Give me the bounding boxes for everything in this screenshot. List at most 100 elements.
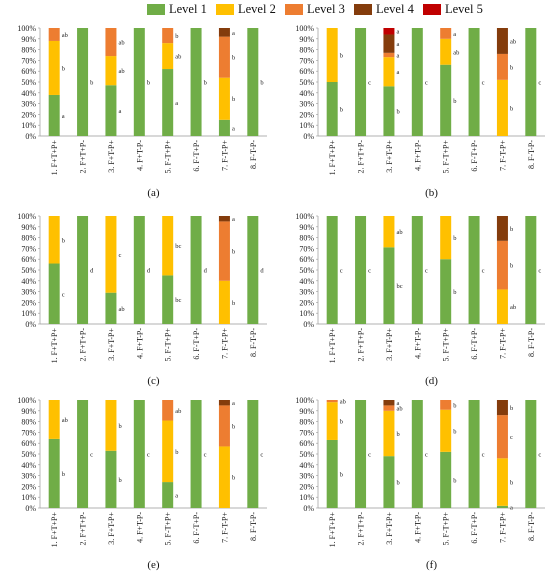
significance-letter: a (396, 69, 399, 76)
y-tick-label: 40% (21, 89, 36, 98)
bar-segment-level-1 (440, 64, 452, 136)
x-tick-label: 6. F-T+P- (192, 140, 201, 172)
x-tick-label: 6. F-T+P- (192, 328, 201, 360)
legend-swatch-level-3 (285, 4, 303, 15)
x-tick-label: 7. F-T-P+ (498, 328, 507, 359)
bar-segment-level-1 (77, 216, 89, 324)
y-tick-label: 80% (299, 418, 314, 427)
bar-segment-level-2 (218, 446, 230, 508)
significance-letter: a (62, 113, 65, 120)
significance-letter: b (510, 64, 513, 71)
y-tick-label: 50% (21, 450, 36, 459)
bar-segment-level-1 (162, 69, 174, 136)
y-tick-label: 80% (299, 46, 314, 55)
x-tick-label: 5. F-T+P+ (164, 328, 173, 362)
significance-letter: b (260, 80, 263, 87)
significance-letter: ab (62, 32, 68, 39)
x-tick-label: 5. F-T+P+ (164, 512, 173, 546)
significance-letter: b (510, 480, 513, 487)
significance-letter: a (232, 125, 235, 132)
x-tick-label: 2. F+T+P- (357, 512, 366, 546)
bar-segment-level-3 (440, 400, 452, 410)
bar-segment-level-1 (190, 216, 202, 324)
y-tick-label: 20% (299, 110, 314, 119)
y-tick-label: 40% (21, 277, 36, 286)
bar-segment-level-1 (77, 28, 89, 136)
bar-segment-level-1 (468, 216, 480, 324)
x-tick-label: 7. F-T-P+ (220, 512, 229, 543)
bar-segment-level-3 (440, 28, 452, 39)
bar-segment-level-3 (326, 400, 338, 403)
panel-label: (b) (425, 187, 438, 199)
significance-letter: c (425, 268, 428, 275)
panel-label: (e) (147, 559, 160, 571)
x-tick-label: 1. F+T+P+ (328, 512, 337, 548)
x-tick-label: 7. F-T-P+ (498, 140, 507, 171)
significance-letter: b (90, 80, 93, 87)
y-tick-label: 0% (25, 132, 36, 141)
panel-label: (f) (426, 559, 437, 571)
significance-letter: b (118, 477, 121, 484)
bar-segment-level-5 (383, 28, 395, 35)
significance-letter: ab (453, 49, 459, 56)
significance-letter: c (538, 80, 541, 87)
bar-segment-level-1 (383, 456, 395, 508)
y-tick-label: 20% (21, 298, 36, 307)
significance-letter: b (62, 237, 65, 244)
x-tick-label: 2. F+T+P- (79, 512, 88, 546)
x-tick-label: 7. F-T-P+ (220, 328, 229, 359)
significance-letter: b (510, 226, 513, 233)
significance-letter: b (232, 475, 235, 482)
x-tick-label: 8. F-T-P- (527, 140, 536, 169)
bar-segment-level-1 (326, 82, 338, 136)
y-tick-label: 10% (21, 121, 36, 130)
significance-letter: b (232, 249, 235, 256)
bar-segment-level-1 (190, 28, 202, 136)
significance-letter: b (232, 96, 235, 103)
y-tick-label: 60% (299, 255, 314, 264)
x-tick-label: 4. F+T-P- (413, 328, 422, 359)
legend-swatch-level-4 (354, 4, 372, 15)
significance-letter: b (396, 480, 399, 487)
y-tick-label: 60% (21, 255, 36, 264)
legend-label-level-3: Level 3 (307, 2, 345, 16)
bar-segment-level-1 (48, 438, 60, 508)
significance-letter: c (368, 452, 371, 459)
bar-segment-level-1 (48, 263, 60, 324)
y-tick-label: 90% (299, 223, 314, 232)
significance-letter: ab (396, 229, 402, 236)
y-tick-label: 30% (299, 472, 314, 481)
significance-letter: b (510, 405, 513, 412)
bar-segment-level-1 (440, 259, 452, 324)
significance-letter: ab (510, 38, 516, 45)
bar-segment-level-1 (326, 439, 338, 508)
bar-segment-level-2 (496, 289, 508, 324)
bar-segment-level-3 (496, 53, 508, 80)
legend-item-level-3: Level 3 (285, 2, 345, 16)
significance-letter: a (232, 400, 235, 407)
x-tick-label: 8. F-T-P- (249, 512, 258, 541)
y-tick-label: 40% (299, 89, 314, 98)
significance-letter: c (425, 80, 428, 87)
y-tick-label: 100% (295, 396, 314, 405)
y-tick-label: 50% (21, 266, 36, 275)
y-tick-label: 0% (25, 320, 36, 329)
bar-segment-level-2 (496, 79, 508, 136)
y-tick-label: 80% (299, 234, 314, 243)
bar-segment-level-3 (218, 405, 230, 447)
bar-segment-level-2 (440, 216, 452, 260)
legend-label-level-4: Level 4 (376, 2, 414, 16)
y-tick-label: 70% (299, 428, 314, 437)
significance-letter: b (453, 402, 456, 409)
y-tick-label: 50% (21, 78, 36, 87)
y-tick-label: 70% (21, 56, 36, 65)
bar-segment-level-1 (162, 482, 174, 508)
bar-segment-level-1 (383, 86, 395, 136)
significance-letter: c (368, 80, 371, 87)
bar-segment-level-4 (496, 400, 508, 416)
significance-letter: c (482, 268, 485, 275)
significance-letter: d (90, 268, 94, 275)
bar-segment-level-1 (105, 450, 117, 508)
significance-letter: ab (62, 417, 68, 424)
